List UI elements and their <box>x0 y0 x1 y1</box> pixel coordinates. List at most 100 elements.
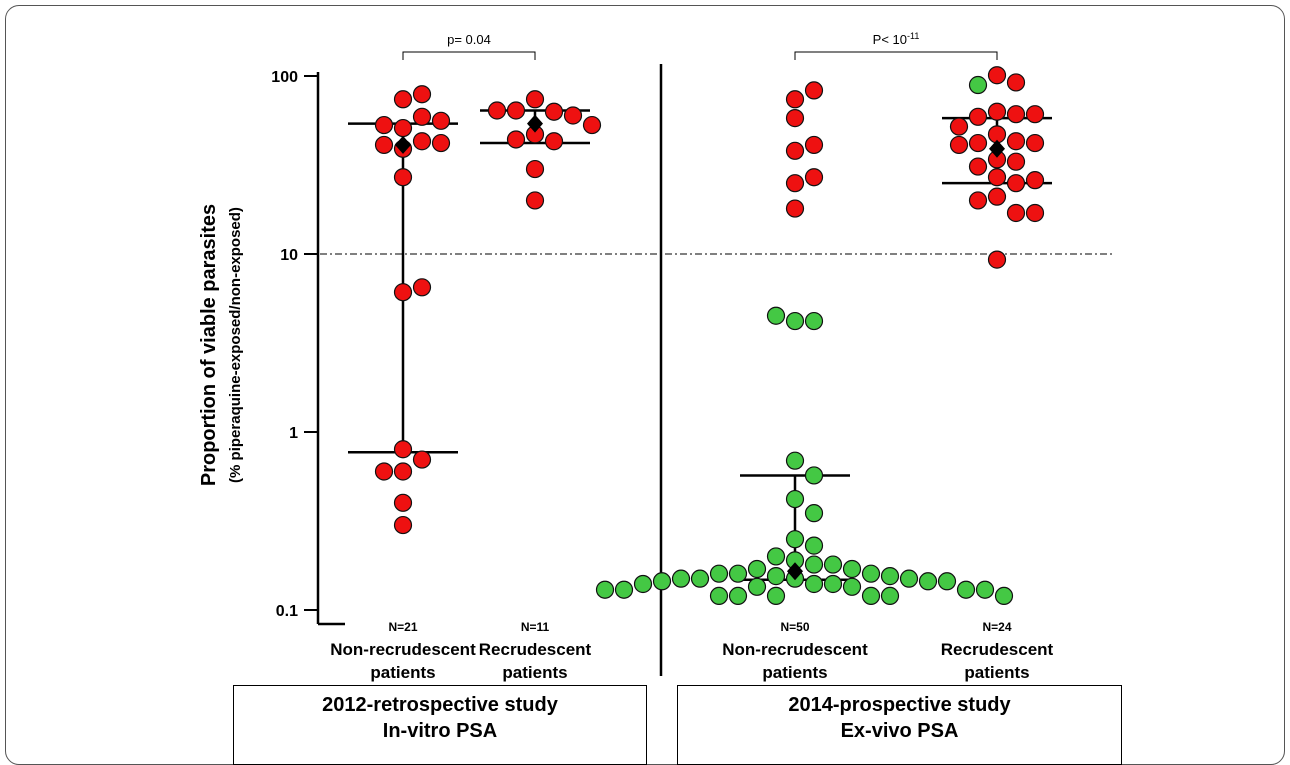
data-point <box>968 133 988 153</box>
data-point <box>804 311 824 331</box>
data-point <box>393 168 413 187</box>
data-point <box>785 90 805 109</box>
study-box-2014: 2014-prospective study Ex-vivo PSA <box>677 685 1122 765</box>
data-point <box>842 559 862 579</box>
data-point <box>487 101 507 120</box>
group-label-line2: patients <box>370 663 435 682</box>
data-point <box>747 559 767 579</box>
median-marker <box>395 135 411 154</box>
data-point <box>804 504 824 523</box>
data-point <box>412 132 432 151</box>
data-point <box>412 85 432 104</box>
data-point <box>506 130 526 149</box>
data-point <box>728 586 748 606</box>
y-tick-label: 1 <box>289 425 298 442</box>
study-2014-title: 2014-prospective study <box>788 694 1011 716</box>
data-point <box>987 102 1007 121</box>
data-point <box>506 101 526 120</box>
data-point <box>949 117 969 136</box>
data-point <box>525 191 545 210</box>
p-value-label: p= 0.04 <box>447 32 491 47</box>
data-point <box>766 567 786 586</box>
data-point <box>1025 203 1045 223</box>
data-point <box>804 81 824 100</box>
data-point <box>690 569 710 588</box>
p-value-label: P< 10-11 <box>873 31 920 47</box>
data-point <box>918 572 938 591</box>
data-point <box>633 574 653 594</box>
data-point <box>842 577 862 596</box>
data-point <box>393 90 413 109</box>
significance-bracket <box>402 51 536 60</box>
study-2012-method: In-vitro PSA <box>382 720 498 742</box>
group-label-line1: Non-recrudescent <box>722 640 868 659</box>
data-point <box>431 133 451 153</box>
data-point <box>823 555 843 574</box>
data-point <box>1006 152 1026 171</box>
data-point <box>804 466 824 485</box>
data-point <box>1006 174 1026 193</box>
median-marker <box>527 114 543 133</box>
data-point <box>804 135 824 155</box>
group-label-line1: Non-recrudescent <box>330 640 476 659</box>
data-point <box>393 283 413 302</box>
data-point <box>785 530 805 549</box>
data-point <box>582 115 602 135</box>
y-tick-label: 0.1 <box>276 603 298 620</box>
data-point <box>785 109 805 128</box>
data-point <box>393 118 413 138</box>
data-point <box>374 462 394 481</box>
group-label-line1: Recrudescent <box>479 640 592 659</box>
median-marker <box>989 139 1005 158</box>
y-tick-label: 100 <box>271 69 298 86</box>
data-point <box>544 132 564 151</box>
data-point <box>709 564 729 583</box>
data-point <box>968 157 988 176</box>
data-point <box>823 574 843 594</box>
y-axis-sublabel: (% piperaquine-exposed/non-exposed) <box>227 207 244 483</box>
data-point <box>747 577 767 596</box>
data-point <box>563 106 583 125</box>
study-2012-title: 2012-retrospective study <box>322 694 558 716</box>
data-point <box>766 586 786 606</box>
data-point <box>968 75 988 95</box>
data-point <box>949 135 969 155</box>
group-label-line2: patients <box>762 663 827 682</box>
data-point <box>671 569 691 588</box>
median-marker <box>787 562 803 581</box>
data-point <box>544 102 564 121</box>
study-box-2012: 2012-retrospective study In-vitro PSA <box>233 685 647 765</box>
data-point <box>937 572 957 591</box>
data-point <box>968 107 988 126</box>
group-label-line2: patients <box>964 663 1029 682</box>
data-point <box>412 278 432 297</box>
data-point <box>412 107 432 126</box>
data-point <box>804 536 824 555</box>
data-point <box>785 311 805 331</box>
group-n-label: N=21 <box>388 620 417 634</box>
data-point <box>728 564 748 583</box>
data-point <box>994 586 1014 606</box>
data-point <box>987 250 1007 269</box>
data-point <box>374 135 394 155</box>
data-point <box>785 174 805 193</box>
group-label-line1: Recrudescent <box>941 640 1054 659</box>
data-point <box>1025 171 1045 190</box>
data-point <box>880 567 900 586</box>
data-point <box>525 159 545 179</box>
data-point <box>1006 203 1026 223</box>
data-point <box>861 564 881 583</box>
data-point <box>785 141 805 160</box>
data-point <box>412 450 432 469</box>
data-point <box>709 586 729 606</box>
data-point <box>987 187 1007 206</box>
data-point <box>899 569 919 588</box>
data-point <box>393 515 413 535</box>
data-point <box>804 168 824 187</box>
study-2014-method: Ex-vivo PSA <box>840 720 959 742</box>
group-label-line2: patients <box>502 663 567 682</box>
data-point <box>595 580 615 599</box>
data-point <box>393 493 413 512</box>
data-point <box>804 574 824 594</box>
